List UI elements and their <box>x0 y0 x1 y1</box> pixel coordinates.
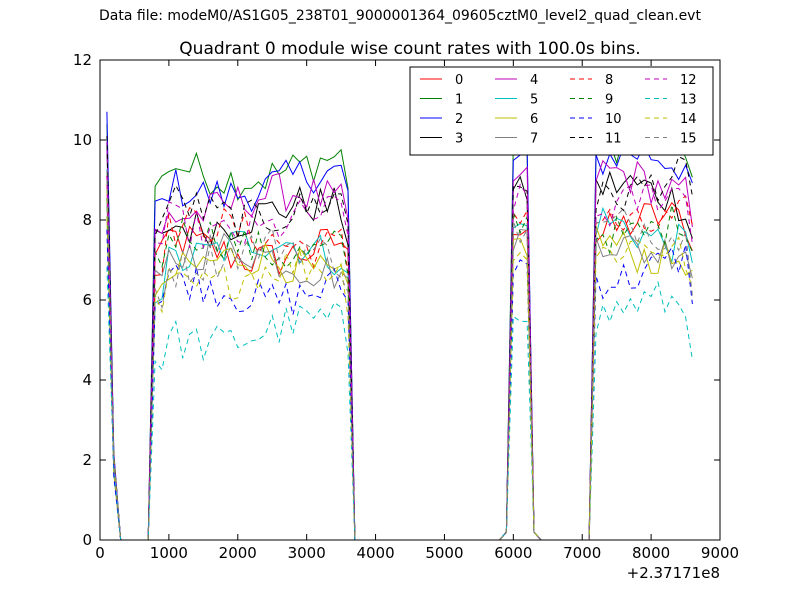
figure-suptitle: Data file: modeM0/AS1G05_238T01_90000013… <box>99 8 701 24</box>
legend-label: 15 <box>680 132 697 147</box>
legend-label: 8 <box>605 73 613 88</box>
x-tick-label: 0 <box>95 544 105 562</box>
series-line-10 <box>106 229 693 541</box>
x-tick-label: 7000 <box>563 544 601 562</box>
y-tick-label: 6 <box>82 291 92 309</box>
series-line-15 <box>106 170 693 541</box>
plot-lines <box>106 111 693 541</box>
series-line-3 <box>106 142 693 541</box>
series-line-2 <box>106 111 693 541</box>
legend-label: 7 <box>530 132 538 147</box>
series-line-13 <box>106 266 693 541</box>
x-tick-label: 1000 <box>150 544 188 562</box>
series-line-5 <box>106 169 693 541</box>
legend-label: 5 <box>530 93 538 108</box>
y-tick-label: 4 <box>82 371 92 389</box>
chart-title: Quadrant 0 module wise count rates with … <box>179 39 640 59</box>
legend-label: 1 <box>455 93 463 108</box>
x-tick-label: 2000 <box>219 544 257 562</box>
x-tick-label: 5000 <box>425 544 463 562</box>
x-offset-label: +2.37171e8 <box>627 564 720 582</box>
x-tick-label: 8000 <box>632 544 670 562</box>
legend-label: 4 <box>530 73 538 88</box>
series-line-14 <box>106 189 693 541</box>
legend-frame <box>409 66 714 156</box>
legend-label: 11 <box>605 132 622 147</box>
axis-ticks: 0 1000 2000 3000 4000 5000 6000 7000 8000 9000 0 2 4… <box>73 51 739 562</box>
series-line-1 <box>106 119 693 541</box>
series-line-4 <box>106 141 693 541</box>
y-tick-label: 2 <box>82 451 92 469</box>
series-line-0 <box>106 176 693 541</box>
legend-label: 6 <box>530 112 538 127</box>
legend-label: 0 <box>455 73 463 88</box>
legend-label: 10 <box>605 112 622 127</box>
legend-label: 13 <box>680 93 697 108</box>
x-tick-label: 9000 <box>701 544 739 562</box>
y-tick-label: 10 <box>73 131 92 149</box>
x-tick-label: 3000 <box>288 544 326 562</box>
legend-label: 3 <box>455 132 463 147</box>
y-tick-label: 12 <box>73 51 92 69</box>
x-tick-label: 4000 <box>356 544 394 562</box>
legend-label: 14 <box>680 112 697 127</box>
x-tick-label: 6000 <box>494 544 532 562</box>
legend-label: 9 <box>605 93 613 108</box>
legend-label: 12 <box>680 73 697 88</box>
y-tick-label: 0 <box>82 531 92 549</box>
y-tick-label: 8 <box>82 211 92 229</box>
legend-label: 2 <box>455 112 463 127</box>
